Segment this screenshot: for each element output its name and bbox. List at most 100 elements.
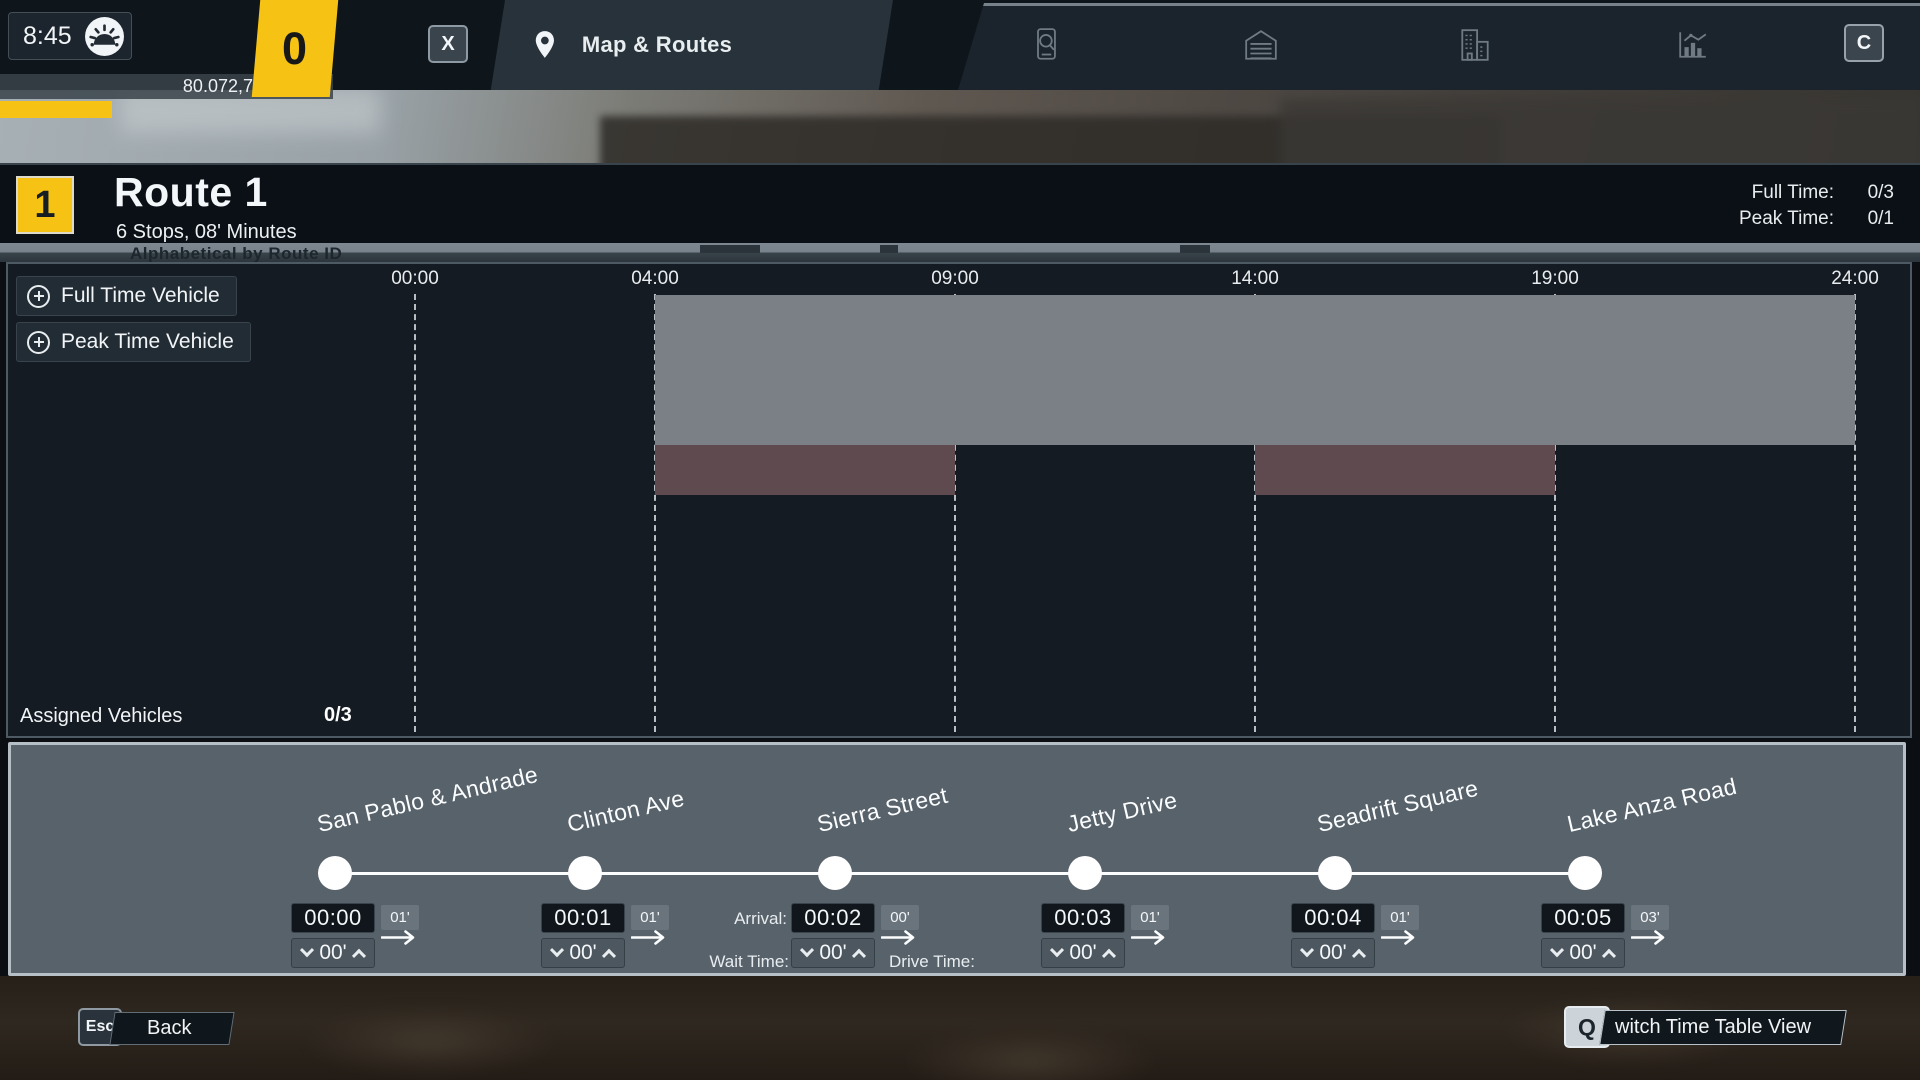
wait-time-value: 00'	[819, 941, 847, 964]
notification-count: 0	[282, 22, 308, 74]
chevron-down-icon[interactable]	[800, 943, 815, 958]
chevron-up-icon[interactable]	[351, 948, 366, 963]
drive-time-chip: 03'	[1631, 905, 1669, 930]
back-button[interactable]: Back	[109, 1012, 235, 1045]
occluded-route-sort-dropdown: Alphabetical by Route ID	[0, 243, 1920, 262]
arrival-time-box[interactable]: 00:05	[1541, 903, 1625, 933]
chevron-down-icon[interactable]	[300, 943, 315, 958]
chevron-up-icon[interactable]	[1601, 948, 1616, 963]
chevron-up-icon[interactable]	[1351, 948, 1366, 963]
drive-arrow-icon	[381, 929, 421, 946]
time-axis-label: 19:00	[1531, 268, 1579, 289]
stop-node[interactable]	[818, 856, 852, 890]
tab-buildings[interactable]	[1443, 13, 1507, 77]
back-label: Back	[147, 1017, 192, 1039]
chevron-up-icon[interactable]	[1101, 948, 1116, 963]
full-time-label: Full Time:	[1751, 182, 1834, 203]
chevron-up-icon[interactable]	[601, 948, 616, 963]
background-scene-top	[0, 88, 1920, 166]
speed-gauge-icon[interactable]	[84, 16, 125, 57]
stop-node[interactable]	[1068, 856, 1102, 890]
scene-ground-patch	[300, 1006, 560, 1076]
tab-strip	[958, 3, 1920, 90]
peak-time-label: Peak Time:	[1738, 208, 1834, 229]
peak-time-value: 0/1	[1867, 208, 1894, 229]
scene-building-wall	[1280, 98, 1920, 166]
map-pin-icon	[534, 30, 556, 60]
wait-time-stepper[interactable]: 00'	[291, 938, 375, 968]
plus-circle-icon	[27, 330, 50, 354]
time-axis-label: 14:00	[1231, 268, 1279, 289]
route-header: 1 Route 1 6 Stops, 08' Minutes Full Time…	[0, 163, 1920, 243]
stop-name: Lake Anza Road	[1564, 772, 1740, 838]
arrival-time-box[interactable]: 00:02	[791, 903, 875, 933]
route-title: Route 1	[114, 169, 268, 215]
plus-circle-icon	[27, 284, 50, 308]
tab-phone-search[interactable]	[1015, 13, 1079, 77]
stop-node[interactable]	[318, 856, 352, 890]
wait-time-stepper[interactable]: 00'	[1041, 938, 1125, 968]
wait-time-stepper[interactable]: 00'	[541, 938, 625, 968]
arrival-time-box[interactable]: 00:01	[541, 903, 625, 933]
arrival-time-box[interactable]: 00:03	[1041, 903, 1125, 933]
full-time-band	[655, 295, 1855, 445]
time-gridline	[1854, 294, 1856, 732]
time-gridline	[1254, 294, 1256, 732]
scene-ground-patch	[900, 1026, 1160, 1080]
chevron-down-icon[interactable]	[1050, 943, 1065, 958]
clock[interactable]: 8:45	[8, 12, 132, 60]
stop-node[interactable]	[1318, 856, 1352, 890]
tab-map-routes[interactable]: Map & Routes	[490, 0, 893, 90]
wait-time-stepper[interactable]: 00'	[1541, 938, 1625, 968]
drive-arrow-icon	[1381, 929, 1421, 946]
stop-name: Jetty Drive	[1064, 786, 1180, 838]
chevron-down-icon[interactable]	[1300, 943, 1315, 958]
tab-statistics[interactable]	[1661, 13, 1725, 77]
wait-time-value: 00'	[319, 941, 347, 964]
wait-time-value: 00'	[569, 941, 597, 964]
add-full-time-vehicle-label: Full Time Vehicle	[61, 284, 220, 307]
route-sort-label: Alphabetical by Route ID	[130, 244, 343, 262]
company-key[interactable]: C	[1844, 24, 1884, 62]
drive-arrow-icon	[1631, 929, 1671, 946]
drive-time-chip: 01'	[381, 905, 419, 930]
notification-badge[interactable]: 0	[251, 0, 339, 97]
chevron-down-icon[interactable]	[550, 943, 565, 958]
route-line	[335, 872, 1585, 875]
chevron-down-icon[interactable]	[1550, 943, 1565, 958]
peak-time-band	[1255, 445, 1555, 495]
drive-arrow-icon	[881, 929, 921, 946]
add-peak-time-vehicle-button[interactable]: Peak Time Vehicle	[16, 322, 251, 362]
wait-time-stepper[interactable]: 00'	[791, 938, 875, 968]
stop-node[interactable]	[1568, 856, 1602, 890]
full-time-value: 0/3	[1867, 182, 1894, 203]
chevron-up-icon[interactable]	[851, 948, 866, 963]
clock-time: 8:45	[23, 21, 72, 50]
switch-timetable-view-label: witch Time Table View	[1615, 1016, 1812, 1038]
time-gridline	[954, 294, 956, 732]
wait-time-value: 00'	[1069, 941, 1097, 964]
switch-timetable-view-button[interactable]: witch Time Table View	[1599, 1010, 1847, 1045]
drive-arrow-icon	[1131, 929, 1171, 946]
arrival-time-box[interactable]: 00:04	[1291, 903, 1375, 933]
tab-map-routes-label: Map & Routes	[581, 32, 733, 57]
tab-depot[interactable]	[1229, 13, 1293, 77]
stop-node[interactable]	[568, 856, 602, 890]
wait-time-label: Wait Time:	[709, 952, 789, 971]
wait-time-value: 00'	[1569, 941, 1597, 964]
add-full-time-vehicle-button[interactable]: Full Time Vehicle	[16, 276, 237, 316]
assigned-vehicles-label: Assigned Vehicles	[20, 705, 183, 727]
xp-progress-bar	[0, 101, 112, 118]
drive-time-chip: 01'	[1381, 905, 1419, 930]
drive-time-chip: 01'	[1131, 905, 1169, 930]
arrival-label: Arrival:	[734, 909, 787, 928]
time-axis-label: 09:00	[931, 268, 979, 289]
route-subtitle: 6 Stops, 08' Minutes	[116, 221, 297, 243]
time-gridline	[1554, 294, 1556, 732]
peak-time-band	[655, 445, 955, 495]
close-tab-key[interactable]: X	[428, 25, 468, 63]
route-number-badge: 1	[16, 176, 74, 234]
wait-time-stepper[interactable]: 00'	[1291, 938, 1375, 968]
arrival-time-box[interactable]: 00:00	[291, 903, 375, 933]
